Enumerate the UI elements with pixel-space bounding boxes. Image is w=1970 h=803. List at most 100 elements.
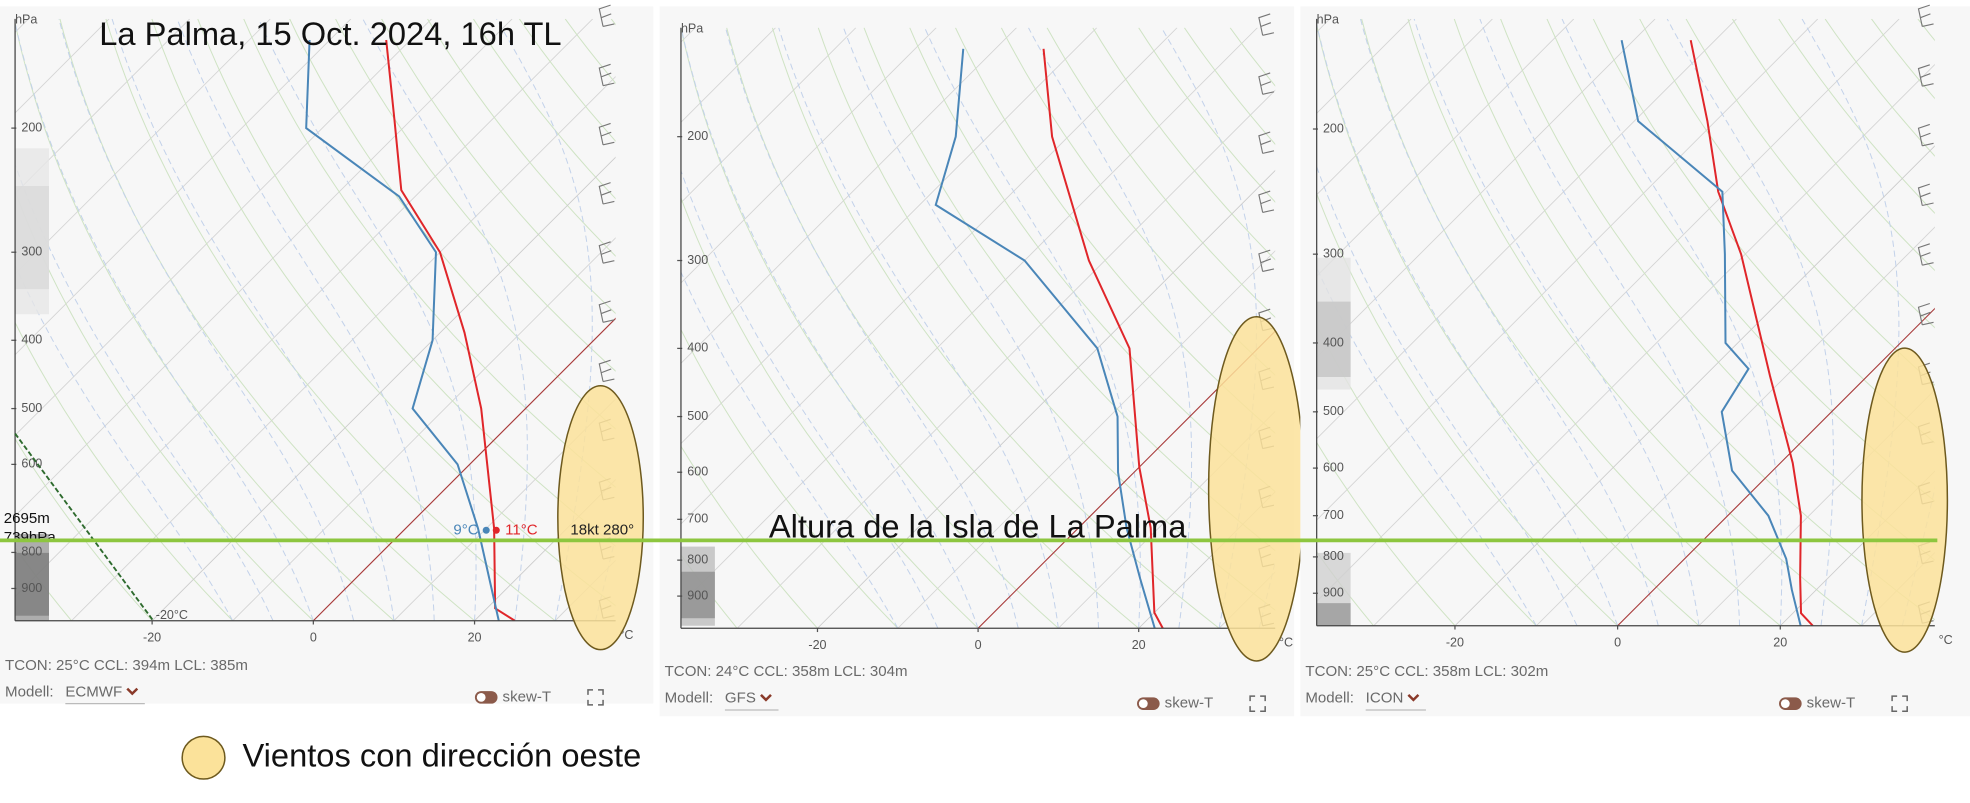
wind-barb: [1917, 243, 1934, 266]
dry-adiabat: [680, 328, 899, 629]
isotherm: [15, 18, 594, 598]
dry-adiabat: [15, 21, 395, 621]
wind-barb: [1917, 64, 1934, 87]
y-tick-label: 800: [21, 545, 42, 559]
dry-adiabat: [1183, 27, 1276, 146]
cloud-bar: [680, 571, 715, 619]
wind-barb: [1917, 4, 1934, 28]
y-tick-label: 300: [21, 245, 42, 259]
cloud-bar: [1316, 301, 1351, 378]
wind-barb: [598, 4, 615, 28]
model-chevron: [1407, 693, 1420, 702]
dry-adiabat: [151, 18, 616, 607]
dry-adiabat: [1546, 18, 1935, 502]
toggle-knob: [476, 692, 486, 702]
legend-label: Vientos con dirección oeste: [242, 736, 641, 773]
isotherm: [15, 18, 190, 195]
moist-adiabat: [843, 27, 1100, 629]
dry-adiabat: [1316, 441, 1456, 626]
expand-icon[interactable]: [1891, 695, 1908, 712]
plot-area: [680, 27, 1276, 629]
isotherm: [680, 27, 1098, 445]
moist-adiabat: [1479, 18, 1741, 626]
moist-adiabat: [15, 163, 274, 621]
isotherm: [1316, 18, 1656, 358]
y-tick-label: 500: [1323, 404, 1344, 418]
isotherm: [1316, 18, 1575, 277]
wind-barb: [598, 182, 615, 205]
hover-temperature: 11°C: [505, 521, 538, 538]
dry-adiabat: [1685, 18, 1935, 329]
moist-adiabat: [680, 270, 899, 629]
indices: TCON: 25°C CCL: 358m LCL: 302m: [1305, 663, 1548, 680]
y-tick-label: 800: [1323, 549, 1344, 563]
dry-adiabat: [427, 18, 616, 257]
hover-dewpoint-dot: [482, 526, 490, 534]
expand-icon[interactable]: [1249, 695, 1266, 712]
expand-icon[interactable]: [587, 689, 604, 706]
moist-adiabat: [1028, 27, 1193, 629]
y-tick-label: 700: [1323, 508, 1344, 522]
isotherm: [736, 89, 1276, 629]
y-tick-label: 800: [687, 552, 708, 566]
dry-adiabat: [955, 27, 1276, 434]
dry-adiabat: [15, 321, 234, 621]
moist-adiabat: [111, 18, 395, 621]
y-tick-label: 600: [21, 457, 42, 471]
toggle-label: skew-T: [1165, 695, 1214, 712]
hover-isotherm: [14, 432, 155, 622]
dry-adiabat: [1316, 22, 1700, 626]
dry-adiabat: [243, 18, 616, 488]
model-chevron: [126, 687, 139, 696]
isotherm: [1316, 18, 1900, 602]
panel-background: [659, 6, 1295, 717]
x-unit: °C: [1939, 633, 1953, 647]
skewt-panel: -20 0 20200300400500600800900hPa°C-20°C269…: [0, 4, 654, 706]
dry-adiabat: [726, 27, 1139, 629]
dry-adiabat: [1731, 18, 1935, 272]
isotherm-grid-line: [151, 156, 616, 621]
wind-barb: [1258, 13, 1275, 36]
moist-adiabat: [680, 169, 939, 629]
model-label: Modell:: [665, 690, 714, 707]
isotherm: [15, 18, 432, 436]
model-select[interactable]: ECMWF: [65, 683, 122, 700]
indices: TCON: 25°C CCL: 394m LCL: 385m: [5, 657, 248, 674]
y-unit: hPa: [15, 13, 37, 27]
wind-barb: [1917, 123, 1934, 147]
cloud-bar: [15, 186, 49, 290]
model-select[interactable]: GFS: [725, 690, 756, 707]
dry-adiabat: [1316, 324, 1537, 626]
legend-swatch: [181, 735, 226, 780]
profile-line: [385, 39, 516, 621]
dry-adiabat: [1000, 27, 1276, 376]
wind-barb: [598, 122, 615, 146]
isotherm: [15, 18, 271, 275]
dry-adiabat: [381, 18, 616, 315]
toggle-knob: [1138, 699, 1148, 709]
dry-adiabat: [1778, 18, 1935, 214]
dry-adiabat: [1092, 27, 1276, 261]
profile-line: [1689, 39, 1814, 626]
panel-background: [1300, 6, 1970, 717]
model-select[interactable]: ICON: [1366, 690, 1404, 707]
hover-temperature-dot: [492, 526, 500, 534]
dry-adiabat: [1138, 27, 1276, 203]
hover-pressure: 739hPa: [4, 529, 57, 546]
x-tick-label: -20: [1446, 636, 1464, 650]
wind-barb: [598, 63, 615, 87]
west-wind-highlight: [1207, 315, 1305, 662]
isotherm: [1316, 18, 1737, 440]
hover-wind: 18kt 280°: [570, 521, 634, 538]
moist-adiabat: [176, 18, 435, 621]
x-tick-label: 20: [1132, 638, 1146, 652]
isotherm: [71, 75, 616, 621]
wind-barb: [598, 359, 615, 383]
wind-barb: [598, 300, 615, 323]
y-tick-label: 600: [687, 465, 708, 479]
indices: TCON: 24°C CCL: 358m LCL: 304m: [665, 663, 908, 680]
y-tick-label: 200: [687, 129, 708, 143]
hover-isotherm-label: -20°C: [156, 608, 188, 622]
